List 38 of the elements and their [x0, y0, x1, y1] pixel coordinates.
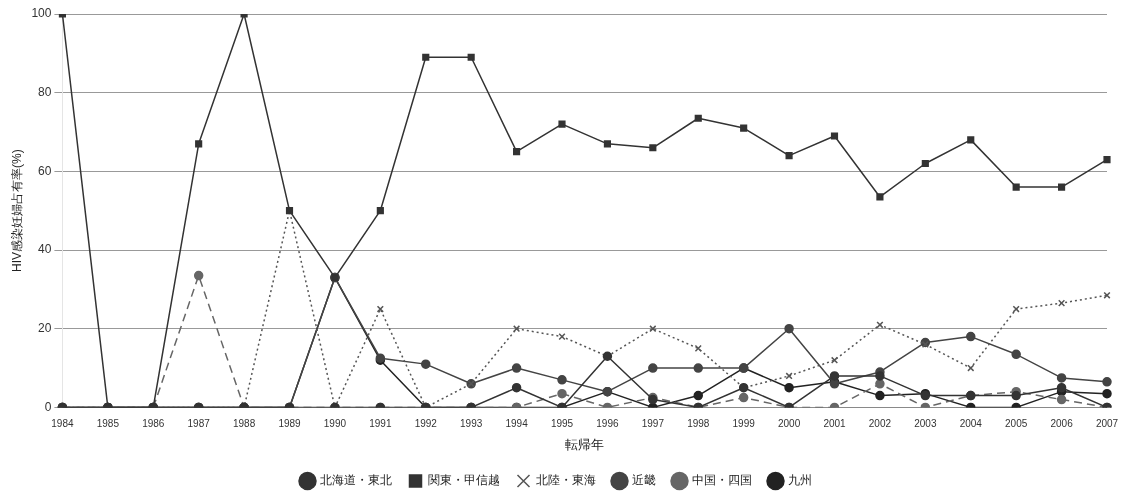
x-tick-label: 2007 — [1095, 418, 1119, 430]
x-tick-label: 2003 — [914, 418, 937, 430]
x-tick-label: 1984 — [51, 418, 74, 430]
x-tick-label: 1998 — [687, 418, 710, 430]
x-tick-label: 1995 — [550, 418, 574, 430]
x-tick-label: 1987 — [187, 418, 211, 430]
y-tick-label: 60 — [38, 163, 52, 178]
y-tick-label: 80 — [38, 84, 52, 99]
y-tick-label: 40 — [38, 242, 52, 257]
x-tick-label: 1996 — [596, 418, 619, 430]
x-tick-label: 2001 — [823, 418, 847, 430]
y-axis-title: HIV感染妊婦占有率(%) — [9, 149, 24, 273]
y-tick-label: 100 — [31, 6, 52, 21]
legend-label: 関東・甲信越 — [427, 473, 500, 488]
x-tick-label: 1992 — [414, 418, 438, 430]
legend-label: 北海道・東北 — [319, 473, 392, 488]
y-tick-label: 20 — [38, 321, 52, 336]
x-axis-title: 転帰年 — [565, 436, 605, 452]
x-tick-label: 1994 — [505, 418, 529, 430]
x-tick-label: 2002 — [868, 418, 892, 430]
x-tick-label: 1988 — [232, 418, 256, 430]
x-tick-label: 1991 — [369, 418, 392, 430]
x-tick-label: 1997 — [641, 418, 665, 430]
x-tick-label: 2004 — [959, 418, 983, 430]
legend-label: 北陸・東海 — [535, 473, 596, 488]
x-tick-label: 1993 — [460, 418, 483, 430]
legend-label: 近畿 — [631, 473, 656, 488]
y-tick-label: 0 — [44, 399, 52, 414]
x-tick-label: 1999 — [732, 418, 756, 430]
x-tick-label: 2000 — [777, 418, 801, 430]
x-tick-label: 2006 — [1050, 418, 1074, 430]
x-tick-label: 1989 — [278, 418, 302, 430]
legend-label: 九州 — [787, 473, 812, 488]
x-tick-label: 1985 — [96, 418, 120, 430]
x-tick-label: 1990 — [323, 418, 347, 430]
legend-label: 中国・四国 — [691, 473, 752, 488]
x-tick-label: 2005 — [1005, 418, 1028, 430]
x-tick-label: 1986 — [142, 418, 165, 430]
